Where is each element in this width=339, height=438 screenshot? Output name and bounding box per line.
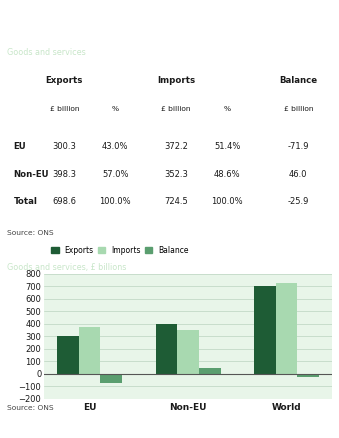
Text: %: % [223,106,231,112]
Bar [156,324,177,374]
Text: 352.3: 352.3 [164,170,188,179]
Text: 698.6: 698.6 [53,197,76,206]
Text: £ billion: £ billion [49,106,79,112]
Text: Balance: Balance [279,76,317,85]
Text: 57.0%: 57.0% [102,170,128,179]
Text: 100.0%: 100.0% [99,197,131,206]
Bar [276,283,297,374]
Bar [297,374,319,377]
Text: EU: EU [14,142,26,151]
Text: UK trade with EU and non-EU countries 2019: UK trade with EU and non-EU countries 20… [7,15,258,25]
Text: 300.3: 300.3 [53,142,76,151]
Text: 398.3: 398.3 [53,170,76,179]
Bar [100,374,122,382]
Bar [254,286,276,374]
Text: -71.9: -71.9 [287,142,309,151]
Text: 48.6%: 48.6% [214,170,240,179]
Text: Goods and services, £ billions: Goods and services, £ billions [7,263,126,272]
Text: Goods and services: Goods and services [7,49,85,57]
Bar [57,336,79,374]
Text: Exports: Exports [46,76,83,85]
Text: Source: ONS: Source: ONS [7,405,54,411]
Text: -25.9: -25.9 [287,197,309,206]
Text: UK trade with EU and non-EU countries, 2019: UK trade with EU and non-EU countries, 2… [7,244,262,254]
Text: %: % [112,106,119,112]
Text: Total: Total [14,197,37,206]
Text: Source: ONS: Source: ONS [7,230,54,236]
Text: £ billion: £ billion [161,106,191,112]
Text: 100.0%: 100.0% [211,197,243,206]
Bar [177,330,199,374]
Text: 51.4%: 51.4% [214,142,240,151]
Bar [79,327,100,374]
Text: 43.0%: 43.0% [102,142,128,151]
Text: 724.5: 724.5 [164,197,188,206]
Bar [199,368,221,374]
Text: Imports: Imports [157,76,195,85]
Text: 372.2: 372.2 [164,142,188,151]
Text: 46.0: 46.0 [289,170,307,179]
Legend: Exports, Imports, Balance: Exports, Imports, Balance [48,243,192,258]
Text: Non-EU: Non-EU [14,170,49,179]
Text: £ billion: £ billion [283,106,313,112]
